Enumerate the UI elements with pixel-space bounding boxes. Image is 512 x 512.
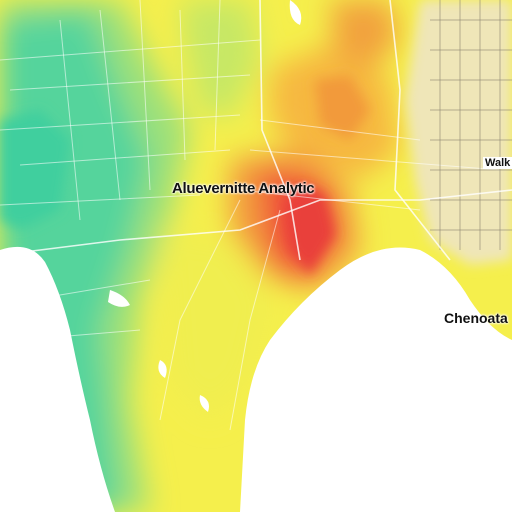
street-grid <box>0 0 501 431</box>
map-label-edge: Walk <box>483 157 512 169</box>
map-label-center: Aluevernitte Analytic <box>172 180 315 197</box>
urban-grid <box>430 0 512 250</box>
map-label-right: Chenoata <box>444 310 508 326</box>
roads <box>0 0 512 261</box>
